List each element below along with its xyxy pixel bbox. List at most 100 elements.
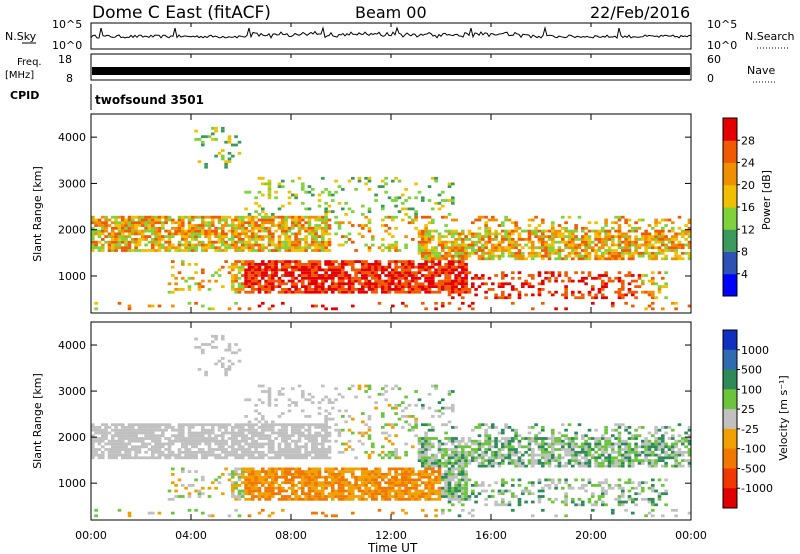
power-cell bbox=[247, 260, 252, 263]
velocity-cell bbox=[411, 426, 415, 429]
power-cell bbox=[267, 182, 272, 186]
velocity-cell bbox=[147, 431, 152, 435]
velocity-cell bbox=[417, 492, 422, 496]
velocity-cell bbox=[461, 437, 465, 440]
power-cell bbox=[611, 257, 615, 261]
velocity-cell bbox=[234, 481, 238, 485]
power-cell bbox=[421, 232, 425, 236]
velocity-cell bbox=[384, 437, 388, 440]
velocity-cell bbox=[424, 423, 428, 427]
velocity-cell bbox=[234, 426, 238, 429]
nsky-min: 10^0 bbox=[52, 39, 82, 52]
power-cell bbox=[647, 238, 652, 241]
velocity-cell bbox=[217, 434, 222, 438]
velocity-cell bbox=[204, 373, 208, 377]
power-cell bbox=[467, 229, 472, 233]
power-cell bbox=[101, 243, 105, 247]
power-cell bbox=[374, 288, 378, 291]
power-cell bbox=[204, 163, 208, 166]
power-cell bbox=[677, 240, 682, 244]
velocity-cell bbox=[417, 442, 422, 446]
power-cell bbox=[357, 271, 362, 275]
power-cell bbox=[564, 296, 568, 300]
velocity-cell bbox=[247, 456, 252, 460]
velocity-cell bbox=[234, 508, 238, 512]
velocity-cell bbox=[264, 426, 268, 429]
power-cell bbox=[364, 224, 368, 227]
velocity-cell bbox=[284, 448, 288, 451]
power-cell bbox=[134, 226, 138, 230]
power-cell bbox=[437, 238, 442, 241]
power-cell bbox=[184, 240, 188, 244]
velocity-cell bbox=[267, 439, 272, 443]
power-cell bbox=[434, 301, 438, 305]
power-cell bbox=[294, 196, 298, 200]
velocity-cell bbox=[457, 464, 462, 468]
velocity-cell bbox=[404, 395, 408, 399]
power-cell bbox=[211, 138, 215, 141]
velocity-cell bbox=[407, 473, 412, 476]
power-cell bbox=[537, 246, 542, 250]
power-cell bbox=[404, 263, 408, 266]
power-cell bbox=[254, 235, 258, 238]
velocity-cell bbox=[364, 431, 368, 435]
power-cell bbox=[561, 226, 565, 230]
velocity-cell bbox=[424, 467, 428, 471]
power-cell bbox=[434, 179, 438, 183]
velocity-cell bbox=[97, 439, 102, 443]
power-cell bbox=[451, 243, 455, 247]
velocity-cell bbox=[177, 439, 182, 443]
velocity-cell bbox=[314, 437, 318, 440]
power-cell bbox=[614, 276, 618, 280]
power-cell bbox=[381, 204, 385, 208]
power-cell bbox=[214, 240, 218, 244]
power-cell bbox=[511, 251, 515, 255]
velocity-cell bbox=[514, 464, 518, 468]
power-cell bbox=[271, 271, 275, 275]
power-cell bbox=[441, 215, 445, 219]
velocity-cell bbox=[377, 481, 382, 485]
power-cell bbox=[221, 240, 225, 244]
power-cell bbox=[414, 182, 418, 186]
power-cell bbox=[351, 288, 355, 291]
power-cell bbox=[604, 251, 608, 255]
power-cell bbox=[471, 246, 475, 250]
power-cell bbox=[291, 260, 295, 263]
freq-panel: Freq. [MHz] 18 8 60 0 Nave bbox=[5, 53, 775, 85]
velocity-cell bbox=[481, 450, 485, 454]
nsky-label: N.Sky bbox=[5, 30, 37, 43]
power-cell bbox=[497, 249, 502, 252]
velocity-cell bbox=[324, 426, 328, 429]
velocity-cell bbox=[314, 511, 318, 515]
velocity-cell bbox=[341, 484, 345, 487]
velocity-cell bbox=[384, 475, 388, 479]
velocity-cell bbox=[404, 511, 408, 515]
power-cell bbox=[604, 229, 608, 233]
power-cell bbox=[294, 265, 298, 269]
power-cell bbox=[281, 221, 285, 225]
power-cell bbox=[361, 271, 365, 275]
velocity-cell bbox=[344, 409, 348, 413]
velocity-cell bbox=[374, 475, 378, 479]
power-cell bbox=[197, 232, 202, 236]
power-cell bbox=[621, 235, 625, 238]
velocity-cell bbox=[297, 437, 302, 440]
velocity-cell bbox=[334, 514, 338, 518]
velocity-cell bbox=[421, 403, 425, 407]
power-cell bbox=[384, 285, 388, 288]
velocity-cell bbox=[374, 484, 378, 487]
velocity-cell bbox=[134, 431, 138, 435]
velocity-cell bbox=[231, 351, 235, 355]
power-cell bbox=[621, 293, 625, 297]
velocity-cell bbox=[211, 437, 215, 440]
velocity-cell bbox=[271, 511, 275, 515]
power-cell bbox=[611, 240, 615, 244]
power-cell bbox=[297, 290, 302, 294]
power-cell bbox=[267, 221, 272, 225]
power-cell bbox=[494, 246, 498, 250]
power-cell bbox=[617, 271, 622, 275]
power-cell bbox=[181, 260, 185, 263]
power-cell bbox=[634, 229, 638, 233]
velocity-cell bbox=[167, 442, 172, 446]
velocity-cell bbox=[207, 431, 212, 435]
